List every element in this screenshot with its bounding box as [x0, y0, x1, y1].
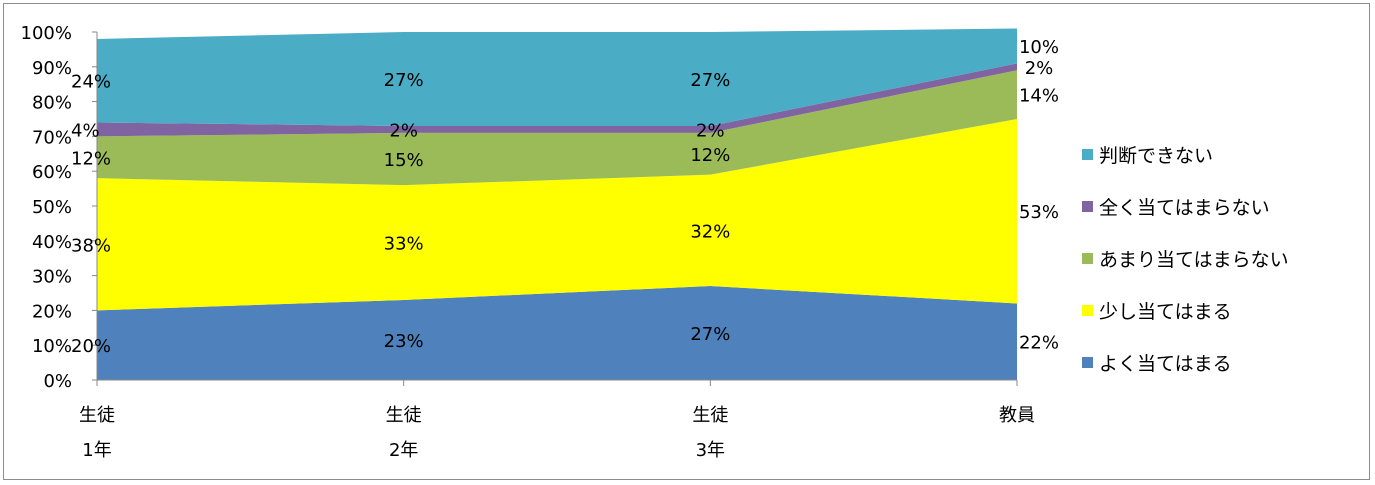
x-category-label: 1年 [82, 440, 111, 461]
data-label: 27% [690, 70, 730, 91]
data-label: 12% [71, 148, 111, 169]
legend-swatch [1082, 200, 1093, 212]
legend-label: 全く当てはまらない [1099, 196, 1270, 219]
y-tick-label: 10% [32, 336, 72, 357]
legend-label: 判断できない [1099, 144, 1214, 167]
series-areas [97, 28, 1017, 380]
y-tick-label: 80% [32, 93, 72, 114]
y-tick-label: 0% [43, 371, 72, 392]
area-series-4 [97, 63, 1017, 137]
legend-swatch [1082, 252, 1093, 264]
y-tick-label: 30% [32, 267, 72, 288]
x-category-label: 3年 [696, 440, 725, 461]
legend-label: よく当てはまる [1099, 352, 1232, 375]
y-tick-label: 20% [32, 301, 72, 322]
data-label: 27% [384, 70, 424, 91]
legend-swatch [1082, 356, 1093, 368]
x-category-label: 生徒 [692, 405, 728, 426]
data-label: 38% [71, 235, 111, 256]
data-label: 2% [1025, 58, 1054, 79]
data-label: 53% [1019, 202, 1059, 223]
data-label: 20% [71, 336, 111, 357]
axes: 0%10%20%30%40%50%60%70%80%90%100%生徒1年生徒2… [21, 23, 1035, 461]
x-category-label: 生徒 [386, 405, 422, 426]
y-tick-label: 60% [32, 162, 72, 183]
y-tick-label: 100% [21, 23, 72, 44]
data-label: 12% [690, 145, 730, 166]
legend-swatch [1082, 148, 1093, 160]
data-label: 2% [389, 120, 418, 141]
data-label: 24% [71, 72, 111, 93]
data-label: 22% [1019, 333, 1059, 354]
area-series-1 [97, 286, 1017, 380]
data-label: 4% [71, 120, 100, 141]
legend-label: 少し当てはまる [1099, 300, 1232, 323]
data-label: 27% [690, 324, 730, 345]
legend-item: あまり当てはまらない [1082, 232, 1372, 284]
y-tick-label: 70% [32, 127, 72, 148]
data-label: 14% [1019, 86, 1059, 107]
legend-swatch [1082, 304, 1093, 316]
legend-item: 少し当てはまる [1082, 284, 1372, 336]
legend-label: あまり当てはまらない [1099, 248, 1289, 271]
area-series-5 [97, 28, 1017, 126]
data-label: 32% [690, 221, 730, 242]
data-label: 10% [1019, 37, 1059, 58]
data-label: 23% [384, 331, 424, 352]
legend-item: よく当てはまる [1082, 336, 1372, 388]
x-category-label: 2年 [389, 440, 418, 461]
legend: 判断できない全く当てはまらない あまり当てはまらない 少し当てはまる よく当てはまる [1082, 128, 1372, 388]
data-labels: 20% 23% 27% 22% 38% 33% 32% 53% 12% 15% 12% 14% 4% 2%… [71, 37, 1059, 357]
data-label: 33% [384, 234, 424, 255]
y-tick-label: 90% [32, 58, 72, 79]
area-series-2 [97, 119, 1017, 311]
data-label: 15% [384, 150, 424, 171]
data-label: 2% [696, 120, 725, 141]
legend-item: 判断できない [1082, 128, 1372, 180]
legend-item: 全く当てはまらない [1082, 180, 1372, 232]
y-tick-label: 40% [32, 232, 72, 253]
area-series-3 [97, 70, 1017, 186]
x-category-label: 教員 [999, 405, 1035, 426]
y-tick-label: 50% [32, 197, 72, 218]
x-category-label: 生徒 [79, 405, 115, 426]
